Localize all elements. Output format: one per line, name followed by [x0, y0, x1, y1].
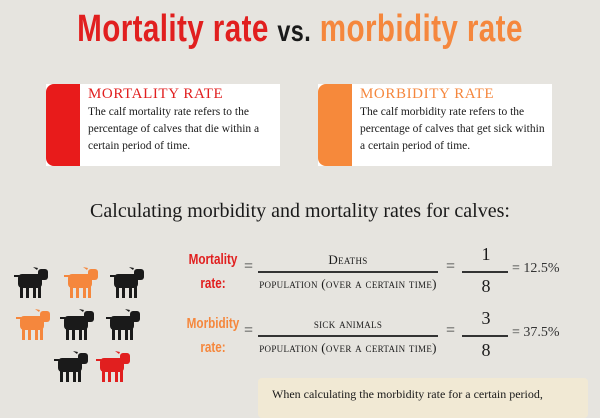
morbidity-fraction-line	[258, 335, 438, 337]
morbidity-small-fraction-line	[462, 335, 508, 337]
morbidity-label-line1: Morbidity	[186, 315, 240, 332]
morbidity-label-line2: rate:	[200, 339, 226, 356]
morbidity-n2: 8	[481, 340, 491, 360]
calf-orange-icon	[64, 267, 98, 298]
morbidity-n1: 3	[481, 308, 491, 328]
mortality-color-bar	[46, 84, 80, 166]
mortality-card: MORTALITY RATE The calf mortality rate r…	[46, 84, 280, 166]
morbidity-color-bar	[318, 84, 352, 166]
morbidity-rate-label: Morbidity rate:	[186, 312, 241, 360]
title-mortality: Mortality rate	[77, 8, 269, 50]
mortality-label-line1: Mortality	[188, 251, 238, 268]
mortality-equals: =	[244, 258, 254, 275]
morbidity-equals: =	[244, 322, 254, 339]
mortality-denominator: population (over a certain time)	[259, 276, 437, 291]
mortality-rate-label: Mortality rate:	[186, 248, 241, 296]
mortality-small-fraction-line	[462, 271, 508, 273]
note-text: When calculating the morbidity rate for …	[272, 387, 543, 401]
mortality-n2: 8	[481, 276, 491, 296]
morbidity-card-heading: MORBIDITY RATE	[360, 86, 495, 102]
calculation-title: Calculating morbidity and mortality rate…	[90, 200, 510, 222]
mortality-label-line2: rate:	[200, 275, 226, 292]
title-vs: vs.	[277, 15, 312, 48]
morbidity-card-text: The calf morbidity rate refers to the pe…	[360, 106, 545, 152]
morbidity-card: MORBIDITY RATE The calf morbidity rate r…	[318, 84, 552, 166]
calf-black-icon	[110, 267, 144, 298]
calf-red-icon	[96, 351, 130, 382]
mortality-result: = 12.5%	[512, 261, 560, 276]
mortality-fraction-line	[258, 271, 438, 273]
note-banner: When calculating the morbidity rate for …	[258, 378, 588, 418]
mortality-equals-2: =	[446, 258, 456, 275]
calf-black-icon	[54, 351, 88, 382]
mortality-n1: 1	[481, 244, 491, 264]
morbidity-denominator: population (over a certain time)	[259, 340, 437, 355]
mortality-numerator: Deaths	[328, 252, 368, 267]
calf-black-icon	[106, 309, 140, 340]
calves-illustration	[14, 267, 144, 382]
morbidity-numerator: sick animals	[313, 316, 383, 331]
page-title: Mortality rate vs. morbidity rate	[66, 8, 534, 51]
morbidity-result: = 37.5%	[512, 325, 560, 340]
mortality-card-heading: MORTALITY RATE	[88, 86, 224, 102]
title-morbidity: morbidity rate	[319, 8, 523, 50]
calf-black-icon	[60, 309, 94, 340]
calf-orange-icon	[16, 309, 50, 340]
morbidity-equals-2: =	[446, 322, 456, 339]
mortality-card-text: The calf mortality rate refers to the pe…	[88, 106, 260, 152]
calf-black-icon	[14, 267, 48, 298]
